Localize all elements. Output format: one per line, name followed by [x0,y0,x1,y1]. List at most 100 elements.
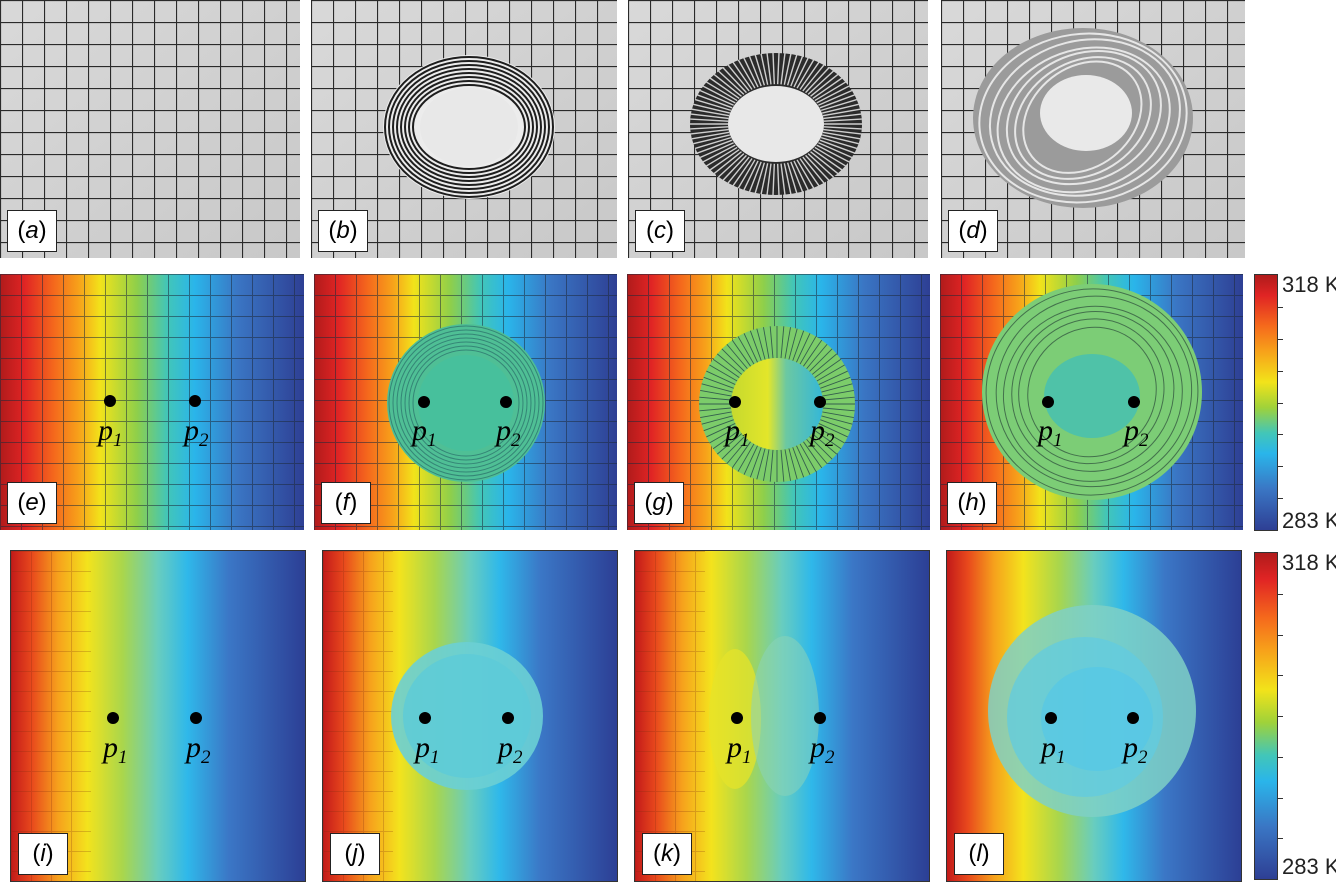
radial-spoke [743,445,758,475]
radial-spoke [701,383,733,393]
colorbar-top-max-label: 318 K [1282,272,1336,297]
radial-spoke [732,158,753,187]
radial-spoke [796,333,811,363]
radial-spoke [699,396,732,401]
panel-label-g: (g) [634,482,684,524]
radial-spoke [731,339,751,367]
radial-spoke [792,447,805,478]
radial-spoke [732,61,753,90]
panel-label-l: (l) [954,833,1004,875]
radial-spoke [814,358,842,378]
radial-spoke [737,443,755,472]
colorbar-tick [1277,338,1283,340]
radial-spoke [706,146,738,167]
point-label-p2: p2 [810,731,835,768]
radial-spoke [690,126,729,130]
measured-field-j [323,551,617,881]
radial-spoke [713,73,742,97]
radial-spoke [690,128,729,135]
colorbar-tick [1277,797,1283,799]
radial-spoke [790,161,804,193]
radial-spoke [821,134,859,145]
point-label-p2: p2 [184,414,209,451]
radial-spoke [748,161,762,193]
radial-spoke [820,98,858,112]
radial-spoke [717,153,745,178]
point-label-p2: p2 [186,731,211,768]
radial-spoke [780,52,786,85]
radial-spoke [743,333,758,363]
panel-label-h: (h) [947,482,997,524]
radial-spoke [812,77,843,99]
temperature-field-h [940,274,1243,530]
point-label-p1: p1 [1041,731,1066,768]
radial-spoke [722,67,747,94]
radial-spoke [691,108,730,117]
radial-spoke [776,52,780,85]
radial-spoke [769,326,774,359]
radial-spoke [702,85,736,104]
radial-spoke [822,131,861,140]
radial-spoke [772,52,776,85]
radial-spoke [749,330,762,361]
panel-label-j: (j) [330,833,380,875]
colorbar-top [1254,274,1283,531]
radial-spoke [776,163,780,196]
radial-spoke [766,163,772,196]
radial-spoke [799,443,817,472]
radial-spoke [814,81,846,102]
radial-spoke [819,94,855,109]
point-label-p1: p1 [725,414,750,451]
radial-spoke [699,142,734,159]
ir-panel-k: p1 p2 (k) [634,550,930,882]
radial-spoke [709,426,738,444]
radial-spoke [786,54,798,86]
radial-spoke [821,415,853,425]
point-label-p1: p1 [415,731,440,768]
colorbar-tick [1277,634,1283,636]
ir-panel-i: p1 p2 (i) [10,550,306,882]
point-label-p2: p2 [1123,731,1148,768]
radial-spoke [760,163,769,195]
radial-spoke [809,436,833,460]
radial-spoke [737,159,756,189]
radial-spoke [822,407,855,412]
radial-spoke [784,449,791,481]
panel-label-k: (k) [642,833,692,875]
radial-spoke [820,136,858,150]
panel-label-i: (i) [18,833,68,875]
radial-spoke [816,426,845,444]
radial-spoke [807,70,835,95]
radial-spoke [703,376,734,389]
colorbar-tick [1277,498,1283,500]
radial-spoke [697,139,733,154]
radial-spoke [806,438,828,465]
radial-spoke [788,328,798,360]
radial-spoke [717,70,745,95]
radial-spoke [712,430,740,450]
radial-spoke [788,448,798,480]
colorbar-bottom-max-label: 318 K [1282,550,1336,575]
radial-spoke [721,436,745,460]
sim-panel-e: p1 p2 (e) [0,274,304,530]
radial-spoke [748,55,762,87]
radial-spoke [823,118,862,122]
point-label-p2: p2 [496,414,521,451]
radial-spoke [803,339,823,367]
radial-spoke [796,159,815,189]
radial-spoke [818,370,848,385]
radial-spoke [700,390,732,397]
colorbar-top-min-label: 283 K [1282,508,1336,533]
radial-spoke [816,85,850,104]
panel-label-e: (e) [7,482,57,524]
colorbar-tick [1277,756,1283,758]
radial-spoke [796,59,815,89]
measured-field-l [947,551,1241,881]
measured-field-i [11,551,305,881]
point-label-p1: p1 [727,731,752,768]
radial-spoke [823,126,862,130]
radial-spoke [799,61,820,90]
radial-spoke [766,52,772,85]
radial-spoke [713,151,742,175]
radial-spoke [818,142,853,159]
